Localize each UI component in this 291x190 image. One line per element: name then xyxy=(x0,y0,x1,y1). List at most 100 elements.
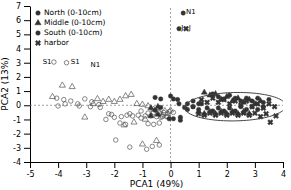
point xyxy=(234,111,242,119)
point xyxy=(111,98,117,103)
series xyxy=(191,92,271,114)
x-tick: 4 xyxy=(281,162,286,179)
point xyxy=(191,104,196,109)
point xyxy=(106,96,112,101)
y-tick-mark xyxy=(24,77,30,78)
annotation: S1 xyxy=(71,58,80,66)
annotations: S1S1N1N1JJ xyxy=(43,8,196,69)
annotation: N1 xyxy=(90,61,100,69)
y-tick-label: 6 xyxy=(16,16,21,25)
x-tick-label: 4 xyxy=(281,170,286,179)
point xyxy=(158,97,163,102)
point xyxy=(109,112,114,117)
y-tick: 4 xyxy=(16,45,30,54)
y-tick-label: 2 xyxy=(16,73,21,82)
y-tick-label: 0 xyxy=(16,101,21,110)
point xyxy=(155,111,161,116)
point xyxy=(242,97,250,105)
point xyxy=(134,100,140,105)
x-tick-mark xyxy=(171,162,172,168)
y-tick-mark xyxy=(24,20,30,21)
x-tick: 1 xyxy=(197,162,202,179)
y-tick-label: -1 xyxy=(13,116,21,125)
annotation: J xyxy=(180,24,183,32)
series xyxy=(167,94,187,121)
point xyxy=(228,109,236,117)
point xyxy=(139,141,145,146)
x-tick: -3 xyxy=(83,162,91,179)
ellipse xyxy=(185,92,283,120)
point xyxy=(212,111,220,119)
point xyxy=(139,116,144,121)
point xyxy=(171,116,176,121)
y-tick-mark xyxy=(24,6,30,7)
y-tick: -1 xyxy=(13,116,30,125)
y-tick-label: 5 xyxy=(16,30,21,39)
y-tick: 1 xyxy=(16,87,30,96)
legend-symbol xyxy=(35,19,41,24)
point xyxy=(128,145,133,150)
point xyxy=(191,104,196,109)
reference-line xyxy=(170,6,171,162)
point xyxy=(123,93,129,98)
y-tick-label: -2 xyxy=(13,130,21,139)
x-axis-line xyxy=(31,162,284,163)
point xyxy=(206,109,214,117)
y-tick-label: -4 xyxy=(13,158,21,167)
y-tick: 6 xyxy=(16,16,30,25)
point xyxy=(144,147,149,152)
y-tick-mark xyxy=(24,34,30,35)
point xyxy=(136,113,141,118)
y-tick-mark xyxy=(24,119,30,120)
series xyxy=(49,82,173,146)
annotation: J xyxy=(188,24,191,32)
y-axis-line xyxy=(30,7,31,163)
y-axis: -4-3-2-101234567 xyxy=(13,2,30,167)
y-tick: -2 xyxy=(13,130,30,139)
point xyxy=(226,100,234,108)
point xyxy=(265,100,273,108)
x-tick-mark xyxy=(227,162,228,168)
legend-item: North (0-10cm) xyxy=(36,8,102,17)
point xyxy=(266,118,274,126)
x-tick: -1 xyxy=(139,162,147,179)
point xyxy=(171,97,176,102)
x-axis-title: PCA1 (49%) xyxy=(130,179,183,189)
point xyxy=(223,111,231,119)
legend: North (0-10cm)Middle (0-10cm)South (0-10… xyxy=(34,8,106,47)
point xyxy=(153,137,159,142)
x-tick-mark xyxy=(199,162,200,168)
point xyxy=(216,106,221,111)
point xyxy=(131,119,137,124)
point xyxy=(181,11,186,16)
point xyxy=(153,108,158,113)
y-axis-title: PCA2 (13%) xyxy=(0,57,10,110)
legend-label: Middle (0-10cm) xyxy=(44,18,106,27)
y-tick: 2 xyxy=(16,73,30,82)
legend-symbol xyxy=(34,39,42,47)
point xyxy=(148,112,154,117)
point xyxy=(83,97,88,102)
point xyxy=(100,98,106,103)
point xyxy=(157,121,162,126)
y-tick: -3 xyxy=(13,144,30,153)
point xyxy=(167,116,172,121)
point xyxy=(251,109,259,117)
y-tick: 7 xyxy=(16,2,30,11)
point xyxy=(240,109,248,117)
point xyxy=(113,138,118,143)
y-tick-label: 4 xyxy=(16,45,21,54)
point xyxy=(212,90,218,95)
point xyxy=(117,96,123,101)
point xyxy=(52,60,57,65)
point xyxy=(155,103,161,108)
point xyxy=(146,121,151,126)
chart: -5-4-3-2-101234-4-3-2-101234567PCA1 (49%… xyxy=(0,0,291,190)
point xyxy=(82,114,88,119)
legend-symbol xyxy=(36,31,41,36)
point xyxy=(142,116,148,121)
x-tick-mark xyxy=(283,162,284,168)
legend-item: Middle (0-10cm) xyxy=(35,18,106,27)
legend-label: harbor xyxy=(44,38,70,47)
x-tick-mark xyxy=(30,162,31,168)
